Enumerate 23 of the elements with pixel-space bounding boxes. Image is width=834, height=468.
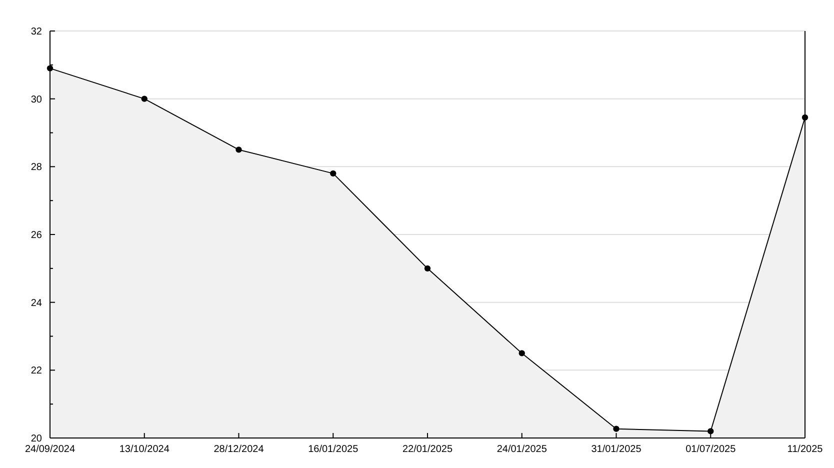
point	[518, 350, 525, 356]
point	[424, 265, 431, 272]
x-tick-label: 22/01/2025	[402, 444, 453, 455]
x-tick-label: 16/01/2025	[308, 444, 359, 455]
x-tick-label: 24/09/2024	[24, 444, 76, 455]
point	[330, 170, 336, 177]
point	[708, 428, 714, 434]
y-tick-label: 30	[30, 94, 42, 106]
x-tick-label: 01/07/2025	[686, 444, 736, 455]
x-tick-label: 24/01/2025	[496, 444, 548, 455]
y-tick-label: 22	[30, 366, 42, 377]
point	[613, 426, 620, 432]
x-tick-label: 28/12/2024	[214, 444, 264, 455]
x-tick-label: 11/2025	[787, 444, 824, 455]
y-tick-label: 32	[30, 26, 42, 38]
x-tick-label: 13/10/2024	[119, 444, 170, 455]
point	[141, 96, 148, 102]
y-tick-label: 24	[30, 298, 42, 309]
y-tick-label: 28	[30, 162, 42, 174]
y-tick-label: 20	[30, 434, 42, 444]
x-tick-label: 31/01/2025	[591, 444, 642, 455]
point	[236, 146, 242, 153]
y-tick-label: 26	[30, 230, 42, 241]
